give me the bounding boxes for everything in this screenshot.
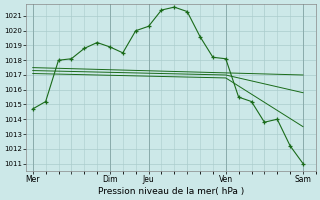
X-axis label: Pression niveau de la mer( hPa ): Pression niveau de la mer( hPa ): [98, 187, 244, 196]
